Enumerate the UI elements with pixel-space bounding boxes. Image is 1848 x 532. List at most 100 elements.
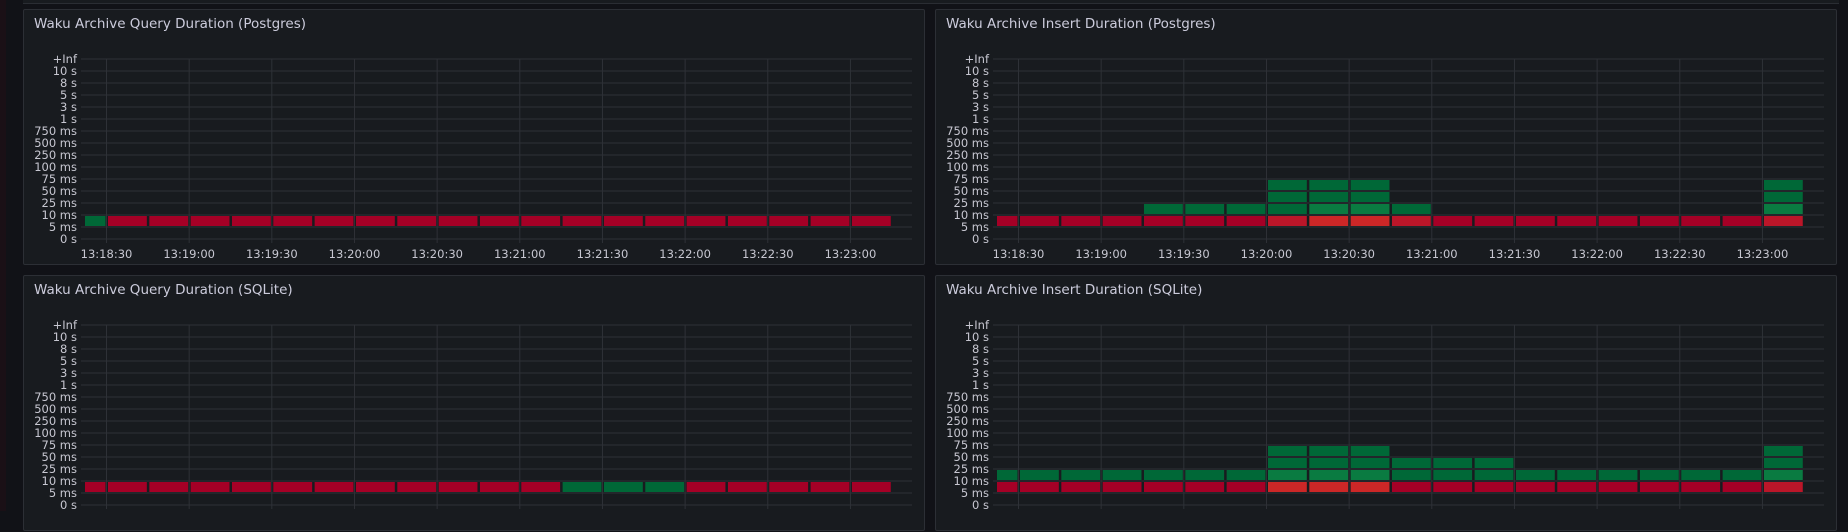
heatmap-cell [1143,482,1183,492]
y-axis-tick-label: 25 ms [954,196,989,210]
x-axis-tick-label: 13:21:00 [1406,247,1458,261]
y-axis-tick-label: 5 ms [49,486,77,500]
heatmap-cell [603,216,643,226]
heatmap-cell [1763,192,1803,202]
y-axis-tick-label: 0 s [972,498,989,512]
y-axis-tick-label: 8 s [60,76,77,90]
heatmap-cell [1763,180,1803,190]
heatmap-cell [1309,180,1349,190]
panel-query-duration-postgres[interactable]: Waku Archive Query Duration (Postgres) +… [23,9,925,265]
heatmap-cell [1391,470,1431,480]
heatmap-cell [769,216,809,226]
y-axis-tick-label: 5 ms [961,220,989,234]
heatmap-cell [1350,192,1390,202]
heatmap-cell [149,216,189,226]
heatmap-cell [314,482,354,492]
heatmap-cell [521,482,561,492]
previous-row-panel-edge [23,0,1839,4]
y-axis-tick-label: 100 ms [946,160,989,174]
heatmap-cell [1309,470,1349,480]
panel-title[interactable]: Waku Archive Insert Duration (Postgres) [946,16,1216,32]
heatmap-cell [810,482,850,492]
y-axis-tick-label: +Inf [965,52,990,66]
heatmap-cell [1763,470,1803,480]
heatmap-cell [1350,204,1390,214]
y-axis-tick-label: 10 ms [42,208,77,222]
heatmap-cell [1557,216,1597,226]
y-axis-tick-label: 250 ms [946,414,989,428]
y-axis-tick-label: 750 ms [946,390,989,404]
heatmap-cell [1143,216,1183,226]
heatmap-cell [645,482,685,492]
heatmap-cell [686,482,726,492]
y-axis-tick-label: 75 ms [954,438,989,452]
heatmap-cell [1267,180,1307,190]
heatmap-cell [1557,482,1597,492]
heatmap-cell [1433,458,1473,468]
heatmap-cell [1309,446,1349,456]
heatmap-cell [273,216,313,226]
panel-insert-duration-postgres[interactable]: Waku Archive Insert Duration (Postgres) … [935,9,1837,265]
y-axis-tick-label: +Inf [53,318,78,332]
heatmap-cell [1763,458,1803,468]
y-axis-tick-label: 3 s [972,366,989,380]
panel-title[interactable]: Waku Archive Query Duration (Postgres) [34,16,306,32]
panel-query-duration-sqlite[interactable]: Waku Archive Query Duration (SQLite) +In… [23,275,925,531]
y-axis-tick-label: 1 s [972,378,989,392]
x-axis-tick-label: 13:23:00 [1737,247,1789,261]
x-axis-tick-label: 13:21:30 [577,247,629,261]
x-axis-tick-label: 13:21:00 [494,247,546,261]
heatmap-cell [85,216,106,226]
heatmap-cell [1474,470,1514,480]
y-axis-tick-label: 1 s [60,378,77,392]
heatmap-cell [1267,470,1307,480]
heatmap-cell [108,216,147,226]
heatmap-cell [1515,482,1555,492]
heatmap-cell [1722,216,1762,226]
y-axis-tick-label: 10 ms [42,474,77,488]
heatmap-cell [438,482,478,492]
heatmap-cell [1391,458,1431,468]
heatmap-cell [1226,204,1266,214]
heatmap-cell [397,482,437,492]
x-axis-tick-label: 13:22:00 [659,247,711,261]
heatmap-cell [997,216,1018,226]
heatmap-cell [1763,204,1803,214]
y-axis-tick-label: +Inf [53,52,78,66]
y-axis-tick-label: 10 s [53,64,77,78]
y-axis-tick-label: 3 s [60,366,77,380]
heatmap-cell [686,216,726,226]
heatmap-cell [1515,470,1555,480]
heatmap-cell [562,482,602,492]
heatmap-cell [603,482,643,492]
y-axis-tick-label: 100 ms [946,426,989,440]
y-axis-tick-label: +Inf [965,318,990,332]
y-axis-tick-label: 8 s [60,342,77,356]
heatmap-cell [1474,216,1514,226]
heatmap-cell [1267,192,1307,202]
heatmap-cell [1557,470,1597,480]
x-axis-tick-label: 13:20:00 [1241,247,1293,261]
x-axis-tick-label: 13:22:30 [742,247,794,261]
x-axis-tick-label: 13:23:00 [825,247,877,261]
y-axis-tick-label: 5 s [972,354,989,368]
y-axis-tick-label: 1 s [972,112,989,126]
heatmap-cell [1143,470,1183,480]
y-axis-tick-label: 8 s [972,342,989,356]
heatmap-cell [810,216,850,226]
heatmap-cell [1639,470,1679,480]
panel-title[interactable]: Waku Archive Insert Duration (SQLite) [946,282,1203,298]
y-axis-tick-label: 500 ms [946,136,989,150]
y-axis-tick-label: 0 s [972,232,989,246]
heatmap-cell [1515,216,1555,226]
y-axis-tick-label: 250 ms [34,414,77,428]
y-axis-tick-label: 75 ms [42,172,77,186]
heatmap-cell [1226,216,1266,226]
panel-insert-duration-sqlite[interactable]: Waku Archive Insert Duration (SQLite) +I… [935,275,1837,531]
panel-title[interactable]: Waku Archive Query Duration (SQLite) [34,282,293,298]
heatmap-cell [355,482,395,492]
heatmap-cell [1143,204,1183,214]
y-axis-tick-label: 5 ms [49,220,77,234]
heatmap-cell [997,470,1018,480]
heatmap-cell [1267,446,1307,456]
